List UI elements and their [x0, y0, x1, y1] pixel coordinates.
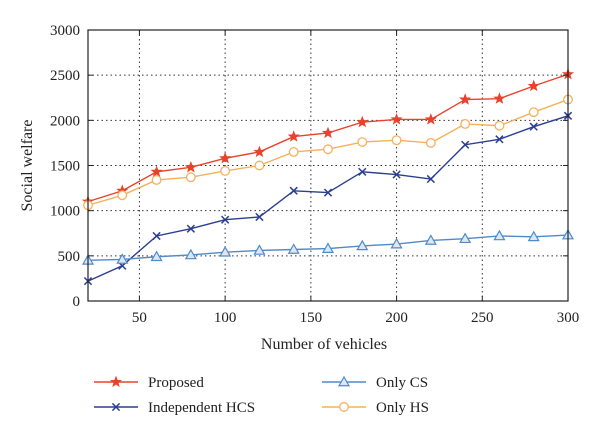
data-point [459, 232, 472, 244]
data-point [287, 243, 300, 254]
legend-marker [111, 402, 121, 412]
data-point [493, 92, 506, 104]
data-point [221, 215, 230, 224]
data-point [527, 79, 540, 92]
data-point [323, 144, 333, 155]
data-point [356, 239, 369, 251]
y-tick-label: 1000 [50, 204, 80, 220]
data-point [356, 115, 369, 128]
series-only-hs [83, 94, 573, 211]
data-point [253, 244, 266, 255]
x-tick-label: 300 [557, 310, 580, 326]
x-tick-label: 200 [385, 310, 408, 326]
data-point [390, 113, 403, 125]
data-point [494, 120, 505, 131]
data-point [288, 146, 299, 157]
data-point [528, 107, 539, 118]
data-point [255, 212, 264, 222]
data-point [184, 160, 197, 173]
y-tick-label: 3000 [50, 23, 80, 39]
legend-label: Only HS [376, 400, 429, 416]
data-point [390, 237, 403, 249]
data-point [151, 175, 162, 185]
data-point [219, 151, 232, 164]
data-point [321, 126, 335, 139]
y-axis-label: Social welfare [19, 120, 36, 212]
data-point [323, 188, 333, 197]
legend-marker [109, 375, 123, 388]
x-tick-label: 250 [471, 310, 494, 326]
data-point [150, 165, 163, 177]
data-point [150, 250, 163, 262]
series-independent-hcs [83, 111, 573, 286]
legend-item: Only CS [322, 375, 428, 391]
grid-lines [88, 30, 568, 301]
data-point [392, 170, 401, 179]
data-point [117, 190, 128, 201]
legend-label: Only CS [376, 375, 428, 391]
legend-item: Only HS [322, 400, 429, 416]
data-point [116, 253, 129, 264]
legend-label: Proposed [148, 375, 204, 391]
data-point [391, 135, 402, 146]
legend-item: Proposed [94, 375, 204, 391]
data-point [424, 234, 437, 245]
y-tick-label: 500 [58, 249, 81, 265]
data-point [424, 113, 437, 125]
legend-marker [337, 375, 351, 387]
data-point [529, 122, 538, 131]
data-point [253, 145, 266, 158]
data-point [185, 172, 196, 183]
series-group [81, 67, 575, 286]
data-point [461, 140, 470, 149]
data-point [220, 165, 231, 176]
legend: Proposed Independent HCS Only CS Only HS [94, 375, 429, 416]
data-point [460, 118, 471, 129]
x-axis-label: Number of vehicles [261, 336, 387, 353]
data-point [493, 229, 506, 241]
legend-label: Independent HCS [148, 400, 255, 416]
data-point [184, 248, 197, 260]
axis-ticks: 50 100 150 200 250 30005001000150020002500300… [50, 23, 579, 326]
legend-item: Independent HCS [94, 400, 255, 416]
data-point [358, 167, 367, 176]
x-tick-label: 100 [214, 310, 237, 326]
y-tick-label: 1500 [50, 159, 80, 175]
series-proposed [81, 67, 575, 207]
y-tick-label: 2500 [50, 68, 80, 84]
data-point [219, 246, 232, 257]
data-point [289, 186, 298, 195]
data-point [254, 160, 265, 171]
data-point [426, 174, 435, 184]
data-point [527, 230, 540, 242]
data-point [321, 242, 335, 253]
y-tick-label: 2000 [50, 113, 80, 129]
data-point [425, 137, 436, 148]
x-tick-label: 50 [132, 310, 147, 326]
data-point [357, 137, 368, 147]
x-tick-label: 150 [300, 310, 323, 326]
data-point [459, 93, 472, 105]
y-tick-label: 0 [73, 294, 81, 310]
data-point [495, 135, 504, 144]
data-point [152, 231, 161, 241]
data-point [287, 130, 300, 142]
legend-marker [339, 402, 349, 412]
data-point [186, 224, 195, 233]
